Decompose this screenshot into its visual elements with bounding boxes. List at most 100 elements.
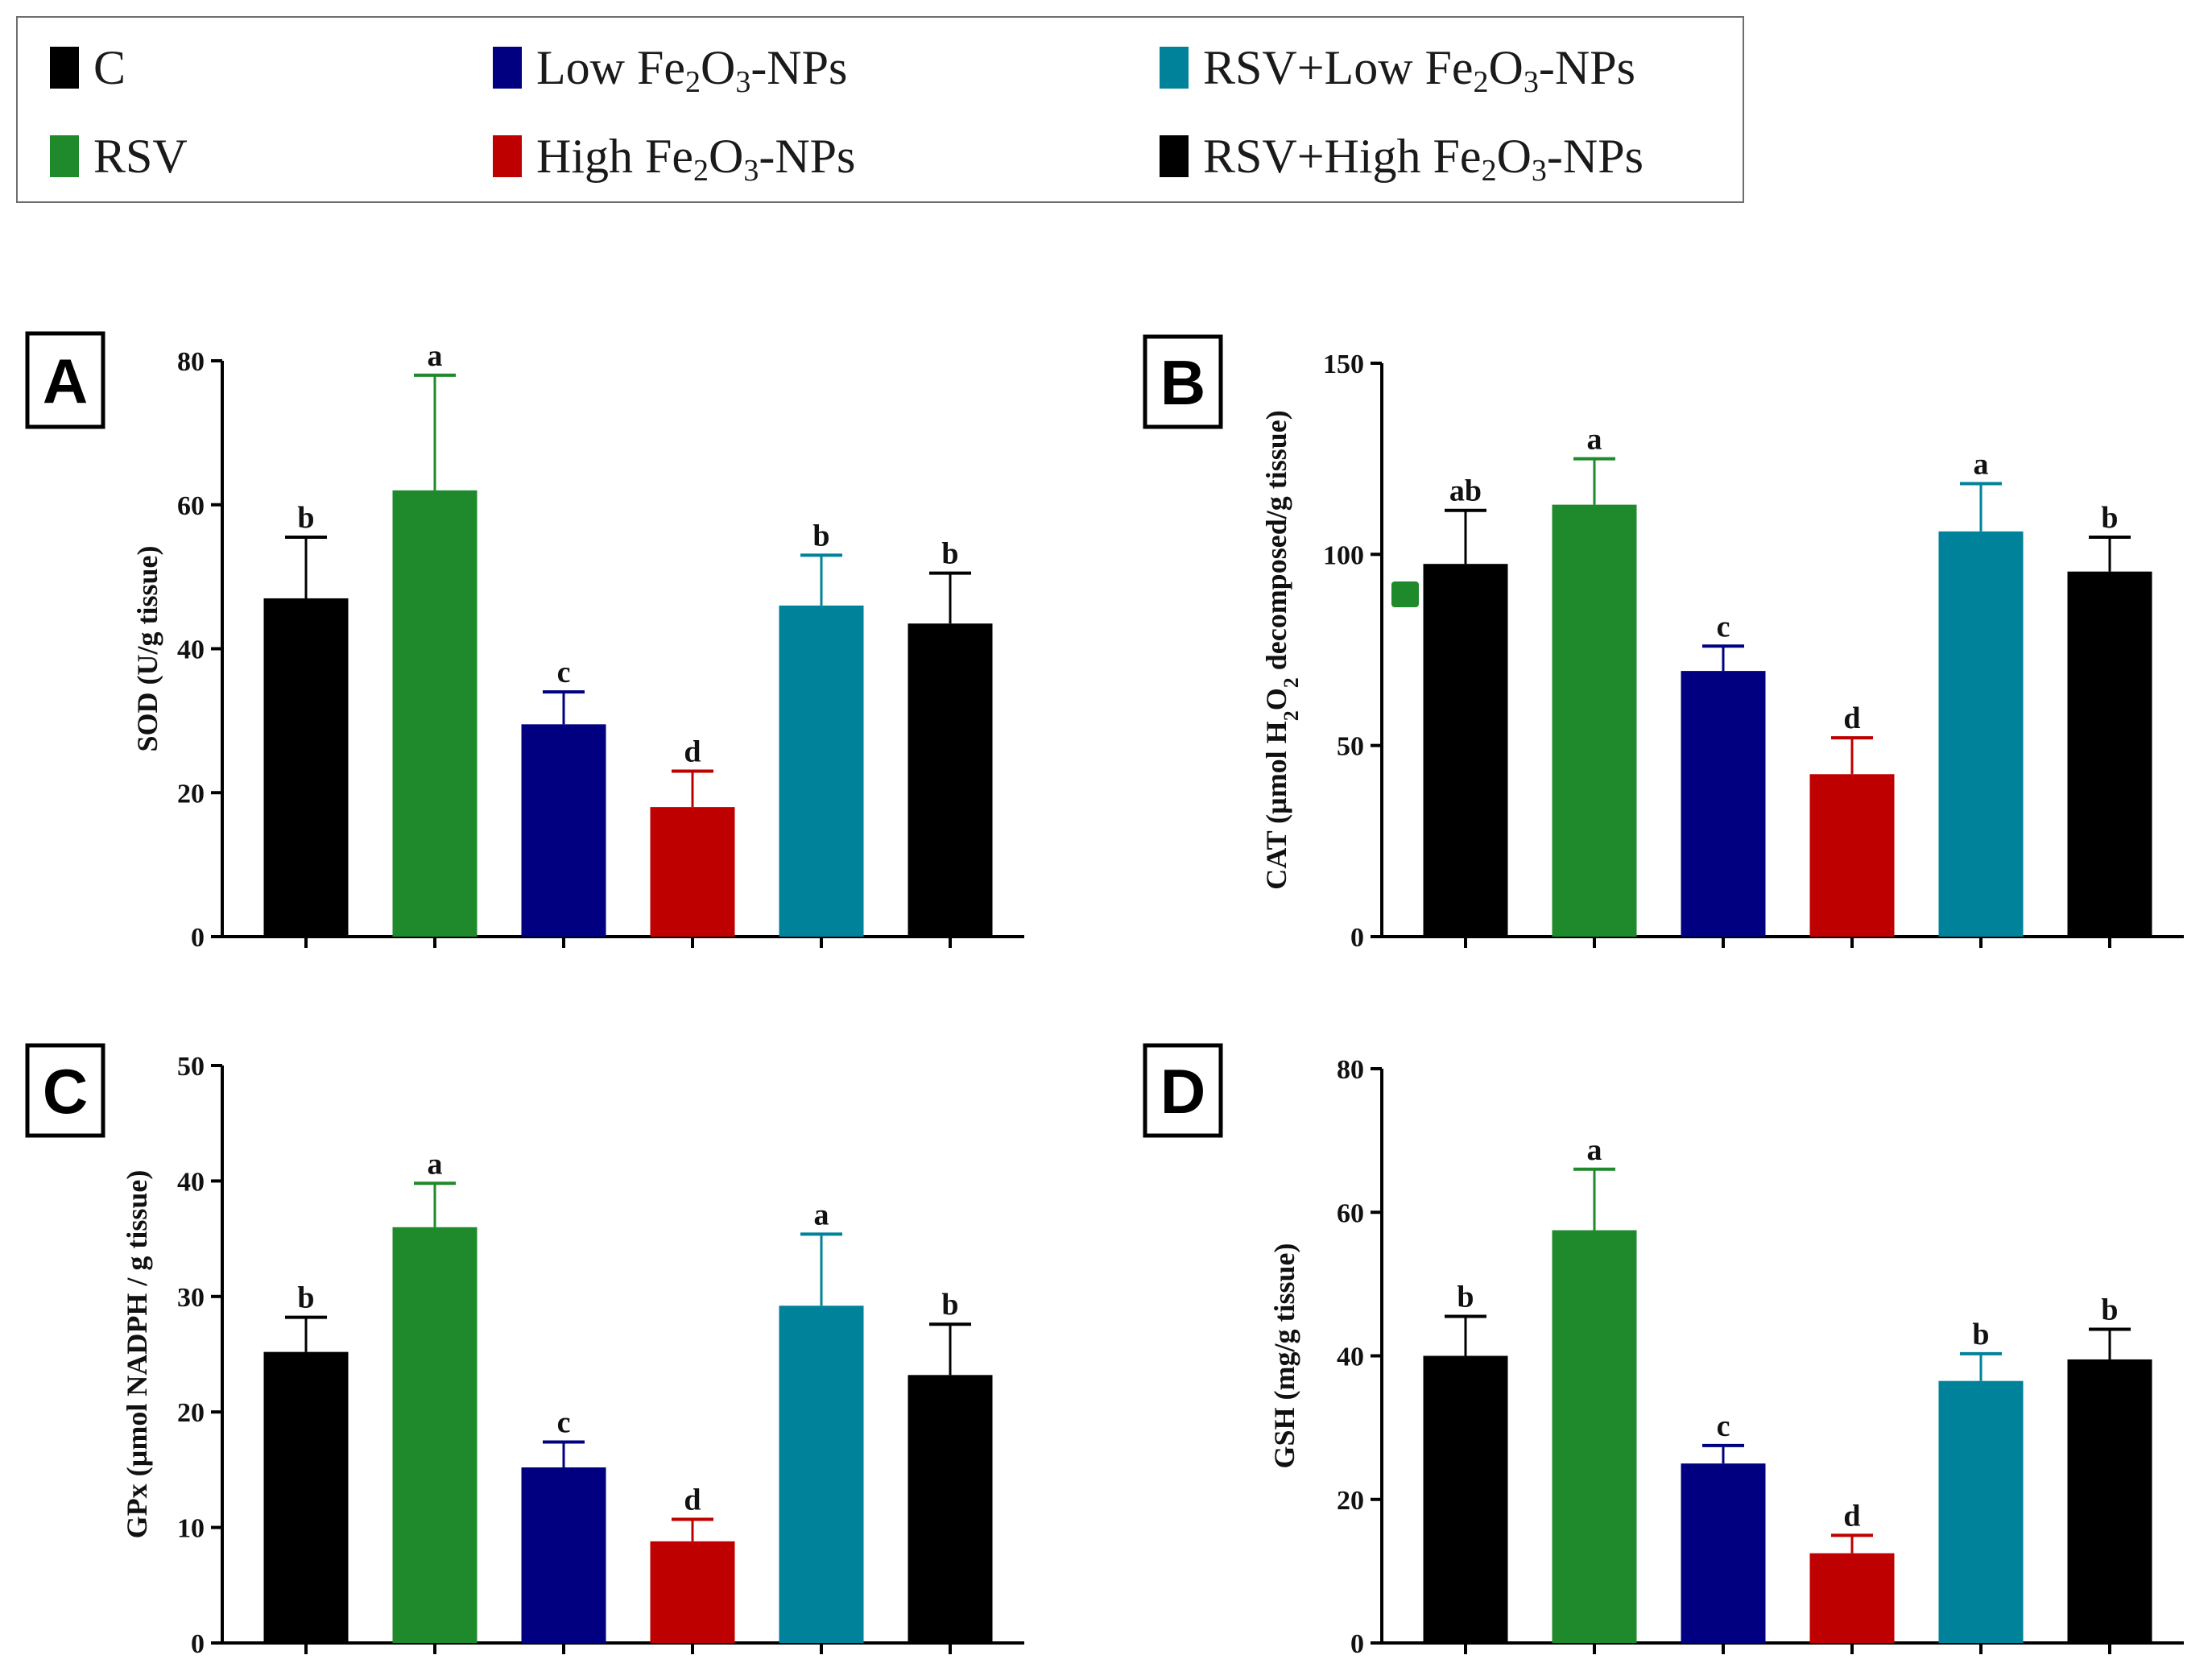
significance-label: a bbox=[814, 1198, 829, 1231]
legend: C RSV Low Fe2O3-NPs High Fe2O3-NPs RSV+L… bbox=[16, 16, 1744, 203]
bar-rsv-high-fe2o3-nps bbox=[908, 1375, 993, 1643]
legend-swatch bbox=[1160, 47, 1189, 89]
bar-rsv-high-fe2o3-nps bbox=[908, 623, 993, 937]
legend-item-rsv-high-fe2o3: RSV+High Fe2O3-NPs bbox=[1160, 124, 1643, 188]
legend-item-low-fe2o3: Low Fe2O3-NPs bbox=[493, 35, 847, 100]
significance-label: d bbox=[1843, 701, 1860, 735]
significance-label: b bbox=[941, 1288, 958, 1322]
bar-low-fe2o3-nps bbox=[521, 1467, 606, 1643]
bar-high-fe2o3-nps bbox=[650, 807, 735, 937]
y-tick-label: 50 bbox=[177, 1052, 205, 1082]
y-tick-label: 30 bbox=[177, 1283, 205, 1313]
panel-b-green-marker bbox=[1391, 581, 1419, 607]
bar-high-fe2o3-nps bbox=[1809, 774, 1895, 937]
significance-label: b bbox=[1457, 1280, 1474, 1314]
chart-panel-d: D GSH (mg/g tissue) 0 20 40 60 80 b a c d b b bbox=[1143, 1043, 2184, 1659]
significance-label: b bbox=[1972, 1318, 1989, 1351]
panel-letter: A bbox=[43, 346, 88, 416]
y-tick-label: 40 bbox=[177, 1167, 205, 1197]
legend-swatch bbox=[50, 135, 79, 177]
legend-label: RSV+High Fe2O3-NPs bbox=[1203, 130, 1643, 188]
legend-swatch bbox=[1160, 135, 1189, 177]
bar-rsv-low-fe2o3-nps bbox=[779, 605, 864, 937]
significance-label: c bbox=[1717, 1409, 1730, 1443]
significance-label: b bbox=[297, 1281, 314, 1315]
y-tick-label: 100 bbox=[1323, 540, 1364, 570]
bar-rsv-low-fe2o3-nps bbox=[1938, 531, 2024, 937]
bar-low-fe2o3-nps bbox=[1681, 1463, 1766, 1643]
legend-label: C bbox=[93, 41, 126, 94]
bar-rsv-low-fe2o3-nps bbox=[1938, 1380, 2024, 1643]
panel-letter-box bbox=[25, 1043, 105, 1138]
significance-label: d bbox=[684, 1483, 701, 1517]
y-tick-label: 0 bbox=[1350, 923, 1364, 953]
y-tick-label: 40 bbox=[177, 635, 205, 665]
significance-label: c bbox=[557, 1405, 571, 1439]
panel-letter: B bbox=[1160, 347, 1205, 418]
legend-swatch bbox=[493, 47, 522, 89]
legend-item-rsv-low-fe2o3: RSV+Low Fe2O3-NPs bbox=[1160, 35, 1635, 100]
y-tick-label: 10 bbox=[177, 1514, 205, 1544]
significance-label: b bbox=[297, 501, 314, 535]
significance-label: c bbox=[557, 656, 571, 689]
legend-swatch bbox=[493, 135, 522, 177]
panel-letter-box bbox=[1143, 1043, 1223, 1138]
significance-label: a bbox=[428, 1147, 443, 1181]
y-tick-label: 0 bbox=[1350, 1629, 1364, 1659]
y-tick-label: 60 bbox=[1337, 1198, 1364, 1228]
legend-label: Low Fe2O3-NPs bbox=[536, 41, 848, 99]
significance-label: b bbox=[2101, 1293, 2118, 1327]
y-tick-label: 40 bbox=[1337, 1343, 1364, 1372]
y-tick-label: 20 bbox=[177, 779, 205, 809]
legend-item-rsv: RSV bbox=[50, 124, 188, 188]
significance-label: a bbox=[1587, 1133, 1602, 1167]
y-axis-label: GPx (µmol NADPH / g tissue) bbox=[121, 1170, 153, 1539]
significance-label: ab bbox=[1449, 474, 1482, 508]
significance-label: b bbox=[941, 537, 958, 571]
significance-label: b bbox=[812, 519, 829, 552]
bar-low-fe2o3-nps bbox=[521, 724, 606, 937]
panel-letter-box bbox=[1143, 334, 1223, 429]
significance-label: d bbox=[684, 734, 701, 768]
y-axis-label: GSH (mg/g tissue) bbox=[1268, 1243, 1300, 1468]
significance-label: a bbox=[428, 339, 443, 373]
panel-letter-box bbox=[25, 331, 105, 429]
significance-label: a bbox=[1974, 448, 1989, 482]
bar-rsv-high-fe2o3-nps bbox=[2067, 1359, 2152, 1643]
panel-letter: D bbox=[1160, 1056, 1205, 1127]
legend-item-c: C bbox=[50, 35, 126, 100]
significance-label: b bbox=[2101, 501, 2118, 535]
bar-high-fe2o3-nps bbox=[1809, 1553, 1895, 1643]
y-tick-label: 50 bbox=[1337, 732, 1364, 762]
legend-label: RSV+Low Fe2O3-NPs bbox=[1203, 41, 1635, 99]
y-tick-label: 0 bbox=[191, 1629, 205, 1659]
legend-swatch bbox=[50, 47, 79, 89]
chart-panel-c: C GPx (µmol NADPH / g tissue) 0 10 20 30 40 50 b… bbox=[25, 1043, 1024, 1659]
legend-item-high-fe2o3: High Fe2O3-NPs bbox=[493, 124, 855, 188]
significance-label: d bbox=[1843, 1499, 1860, 1533]
y-tick-label: 20 bbox=[177, 1398, 205, 1428]
y-axis-label: SOD (U/g tissue) bbox=[131, 545, 163, 751]
bar-rsv bbox=[392, 1227, 478, 1643]
bar-rsv-low-fe2o3-nps bbox=[779, 1306, 864, 1643]
bar-rsv bbox=[392, 490, 478, 937]
bar-c bbox=[263, 1351, 349, 1643]
bar-c bbox=[1423, 564, 1508, 937]
panel-letter: C bbox=[43, 1056, 88, 1127]
y-tick-label: 20 bbox=[1337, 1486, 1364, 1516]
y-tick-label: 80 bbox=[1337, 1055, 1364, 1085]
chart-panel-b: B CAT (µmol H2O2 decomposed/g tissue) 0 50 1… bbox=[1143, 334, 2184, 953]
bar-low-fe2o3-nps bbox=[1681, 671, 1766, 937]
bar-c bbox=[1423, 1355, 1508, 1643]
y-tick-label: 60 bbox=[177, 491, 205, 521]
y-tick-label: 0 bbox=[191, 923, 205, 953]
significance-label: a bbox=[1587, 423, 1602, 457]
bar-high-fe2o3-nps bbox=[650, 1541, 735, 1643]
y-axis-label: CAT (µmol H2O2 decomposed/g tissue) bbox=[1260, 410, 1303, 889]
chart-panel-a: A SOD (U/g tissue) 0 20 40 60 80 b a c d b b bbox=[25, 331, 1024, 953]
bar-c bbox=[263, 598, 349, 937]
legend-label: RSV bbox=[93, 130, 188, 183]
bar-rsv bbox=[1552, 504, 1637, 937]
y-tick-label: 80 bbox=[177, 347, 205, 377]
